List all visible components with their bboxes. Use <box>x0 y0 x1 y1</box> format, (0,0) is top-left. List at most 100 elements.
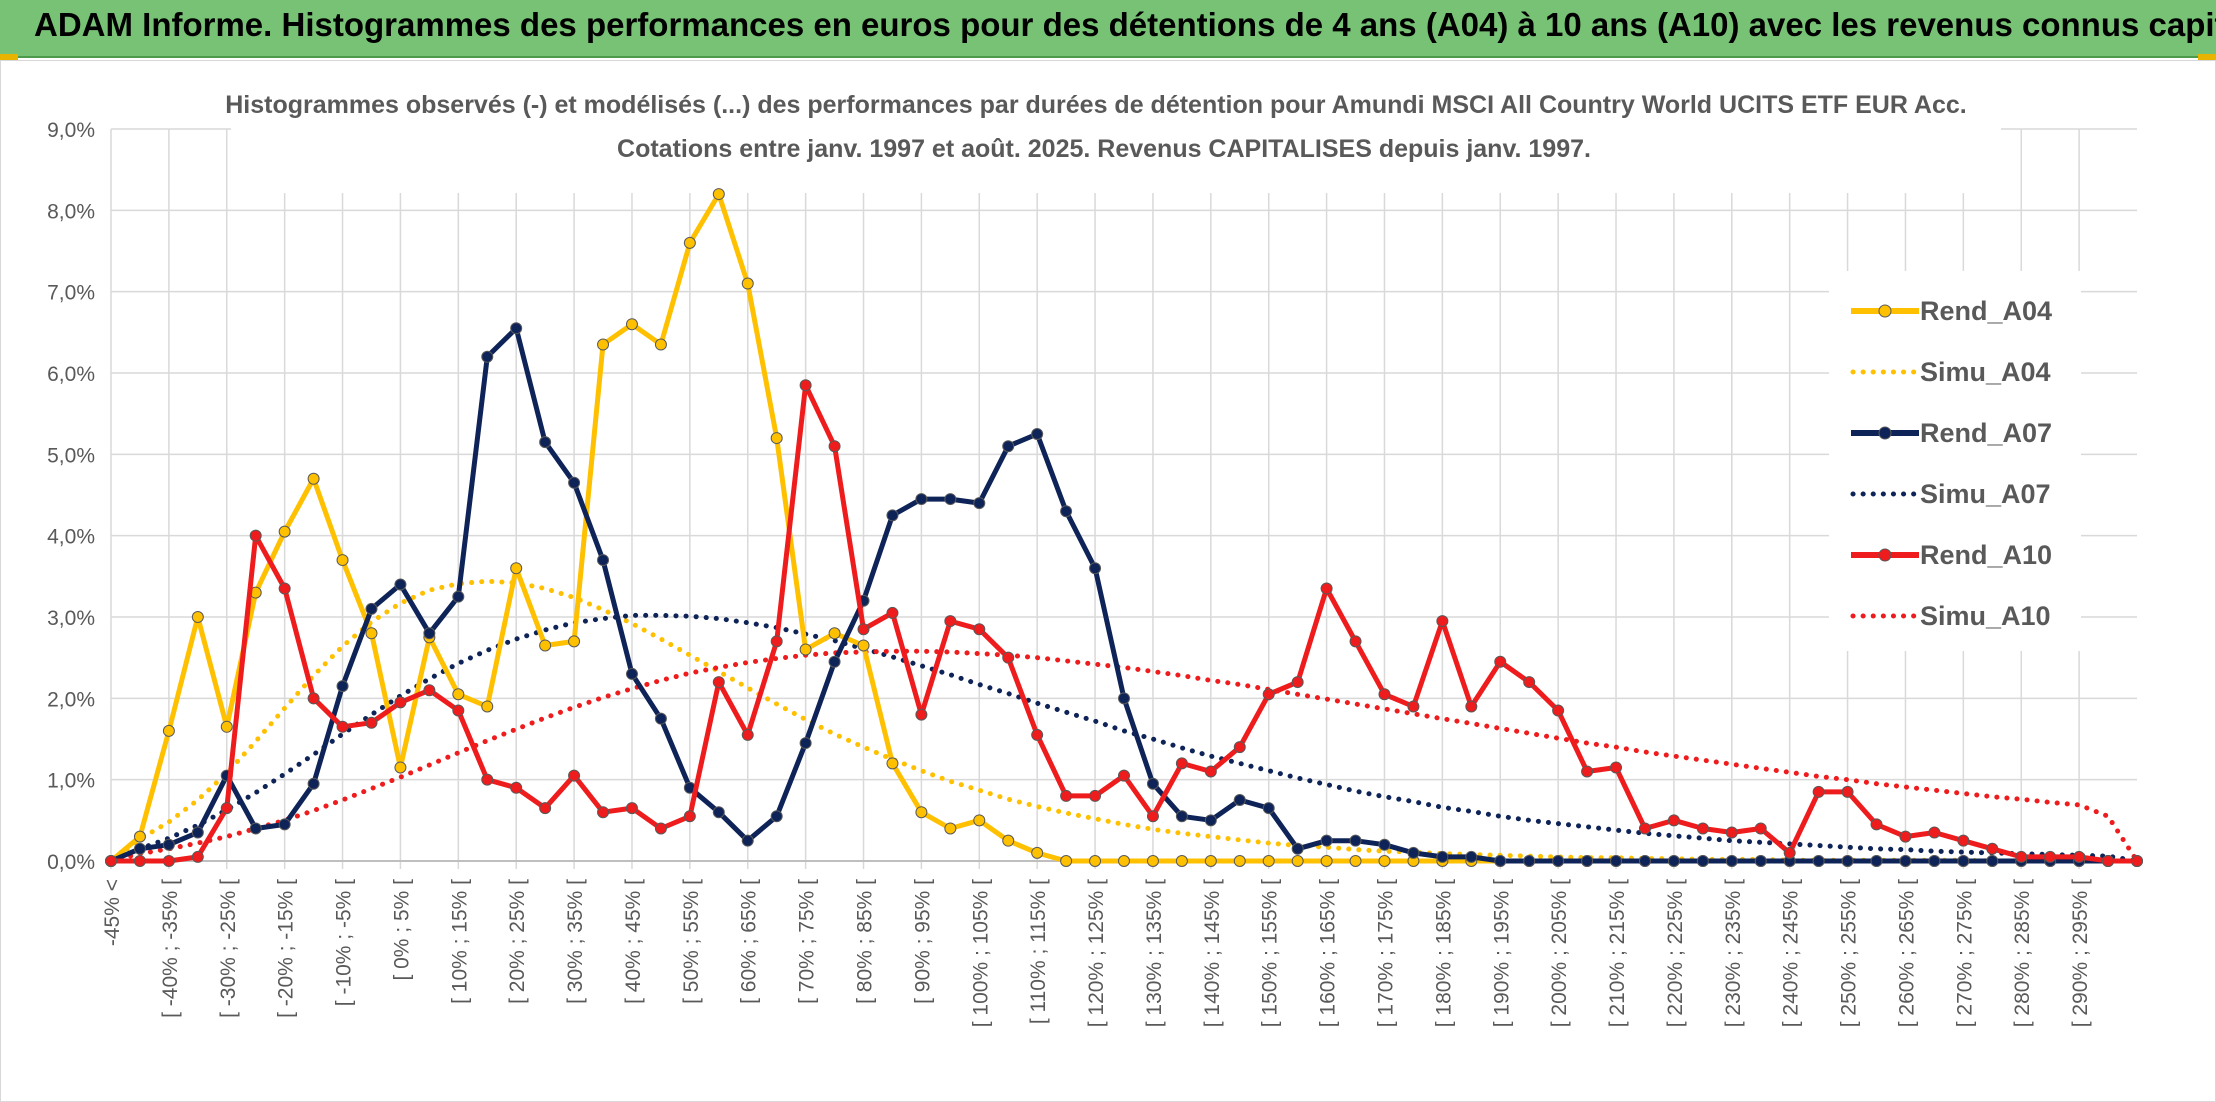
data-point-rend-a10 <box>336 720 349 733</box>
data-point-rend-a04 <box>973 814 986 827</box>
data-point-rend-a07 <box>1523 855 1536 867</box>
x-tick-label: [ 210% ; 215% [ <box>1606 879 1629 1027</box>
data-point-rend-a10 <box>712 676 725 689</box>
data-point-rend-a04 <box>712 188 725 201</box>
y-tick-label: 0,0% <box>47 851 95 874</box>
data-point-rend-a07 <box>452 590 465 603</box>
chart-title: Histogrammes observés (-) et modélisés (… <box>225 91 1967 119</box>
data-point-rend-a07 <box>1494 855 1507 867</box>
data-point-rend-a07 <box>568 476 581 489</box>
legend-label-simu-a04: Simu_A04 <box>1920 357 2051 387</box>
data-point-rend-a07 <box>1928 855 1941 867</box>
x-tick-label: [ 0% ; 5% [ <box>390 879 413 981</box>
data-point-rend-a04 <box>1146 855 1159 867</box>
legend-label-rend-a07: Rend_A07 <box>1920 418 2052 448</box>
data-point-rend-a04 <box>510 562 523 575</box>
data-point-rend-a07 <box>1638 855 1651 867</box>
data-point-rend-a10 <box>741 728 754 741</box>
data-point-rend-a07 <box>133 842 146 855</box>
data-point-rend-a04 <box>1320 855 1333 867</box>
data-point-rend-a07 <box>1841 855 1854 867</box>
data-point-rend-a10 <box>973 623 986 636</box>
data-point-rend-a04 <box>1031 846 1044 859</box>
data-point-rend-a10 <box>828 440 841 453</box>
data-point-rend-a10 <box>1465 700 1478 713</box>
data-point-rend-a10 <box>1552 704 1565 717</box>
data-point-rend-a10 <box>1696 822 1709 835</box>
data-point-rend-a10 <box>1118 769 1130 782</box>
data-point-rend-a10 <box>683 810 696 823</box>
data-point-rend-a04 <box>1060 855 1073 867</box>
legend-marker-rend-a07 <box>1878 426 1892 440</box>
data-point-rend-a04 <box>162 724 175 737</box>
legend-label-simu-a10: Simu_A10 <box>1920 601 2051 631</box>
data-point-rend-a10 <box>886 606 899 619</box>
data-point-rend-a10 <box>2073 850 2086 863</box>
x-tick-label: [ 50% ; 55% [ <box>680 879 703 1004</box>
data-point-rend-a10 <box>857 623 870 636</box>
data-point-rend-a10 <box>1320 582 1333 595</box>
data-point-rend-a07 <box>1002 440 1015 453</box>
x-tick-label: [ 70% ; 75% [ <box>796 879 819 1004</box>
data-point-rend-a10 <box>1899 830 1912 843</box>
data-point-rend-a04 <box>886 757 899 770</box>
title-background <box>231 83 2001 193</box>
legend-label-simu-a07: Simu_A07 <box>1920 479 2051 509</box>
data-point-rend-a10 <box>2015 850 2028 863</box>
data-point-rend-a10 <box>1436 615 1449 628</box>
data-point-rend-a07 <box>510 322 523 335</box>
data-point-rend-a07 <box>1146 777 1159 790</box>
x-tick-label: [ -30% ; -25% [ <box>217 879 240 1018</box>
data-point-rend-a04 <box>220 720 233 733</box>
data-point-rend-a07 <box>828 655 841 668</box>
legend-background <box>1829 271 2081 651</box>
data-point-rend-a07 <box>1378 838 1391 851</box>
data-point-rend-a10 <box>1523 676 1536 689</box>
series-line-simu-a10 <box>108 648 2140 864</box>
data-point-rend-a10 <box>1581 765 1594 778</box>
data-point-rend-a10 <box>1638 822 1651 835</box>
data-point-rend-a07 <box>1233 794 1246 806</box>
data-point-rend-a10 <box>539 802 552 815</box>
data-point-rend-a10 <box>1725 826 1738 839</box>
data-point-rend-a07 <box>1436 850 1449 863</box>
x-axis-tick-labels: -45% < [ -40% ; -35% [[ -30% ; -25% [[ -2… <box>101 879 2092 1027</box>
data-point-rend-a10 <box>1002 651 1015 664</box>
data-point-rend-a10 <box>1841 785 1854 798</box>
data-point-rend-a04 <box>944 822 957 835</box>
data-point-rend-a10 <box>1262 688 1275 701</box>
data-point-rend-a07 <box>597 554 610 567</box>
data-point-rend-a10 <box>1783 846 1796 859</box>
data-point-rend-a10 <box>654 822 667 835</box>
data-point-rend-a10 <box>1291 676 1304 689</box>
data-point-rend-a10 <box>2131 855 2143 867</box>
data-point-rend-a04 <box>365 627 378 640</box>
data-point-rend-a10 <box>1986 842 1999 855</box>
x-tick-label: [ 80% ; 85% [ <box>854 879 877 1004</box>
data-point-rend-a07 <box>1031 428 1044 440</box>
data-point-rend-a04 <box>654 338 667 351</box>
data-point-rend-a10 <box>278 582 291 595</box>
x-tick-label: [ 240% ; 245% [ <box>1780 879 1803 1027</box>
data-point-rend-a10 <box>394 696 407 709</box>
data-point-rend-a07 <box>1667 855 1680 867</box>
y-tick-label: 2,0% <box>47 688 95 711</box>
legend-marker-rend-a10 <box>1878 548 1892 562</box>
data-point-rend-a04 <box>191 611 204 623</box>
x-tick-label: [ 110% ; 115% [ <box>1027 879 1050 1024</box>
x-tick-label: [ 30% ; 35% [ <box>564 879 587 1004</box>
data-point-rend-a04 <box>1175 855 1188 867</box>
x-tick-label: [ 140% ; 145% [ <box>1201 879 1224 1027</box>
data-point-rend-a07 <box>365 602 378 615</box>
x-tick-label: -45% < <box>101 879 124 946</box>
data-point-rend-a07 <box>1349 834 1362 847</box>
data-point-rend-a07 <box>1581 855 1594 867</box>
x-tick-label: [ 100% ; 105% [ <box>969 879 992 1027</box>
data-point-rend-a10 <box>481 773 494 786</box>
x-tick-label: [ 160% ; 165% [ <box>1317 879 1340 1027</box>
data-point-rend-a10 <box>249 529 262 542</box>
data-point-rend-a04 <box>683 236 696 249</box>
data-point-rend-a10 <box>770 635 783 648</box>
data-point-rend-a07 <box>625 667 638 680</box>
x-tick-label: [ -40% ; -35% [ <box>159 879 182 1018</box>
